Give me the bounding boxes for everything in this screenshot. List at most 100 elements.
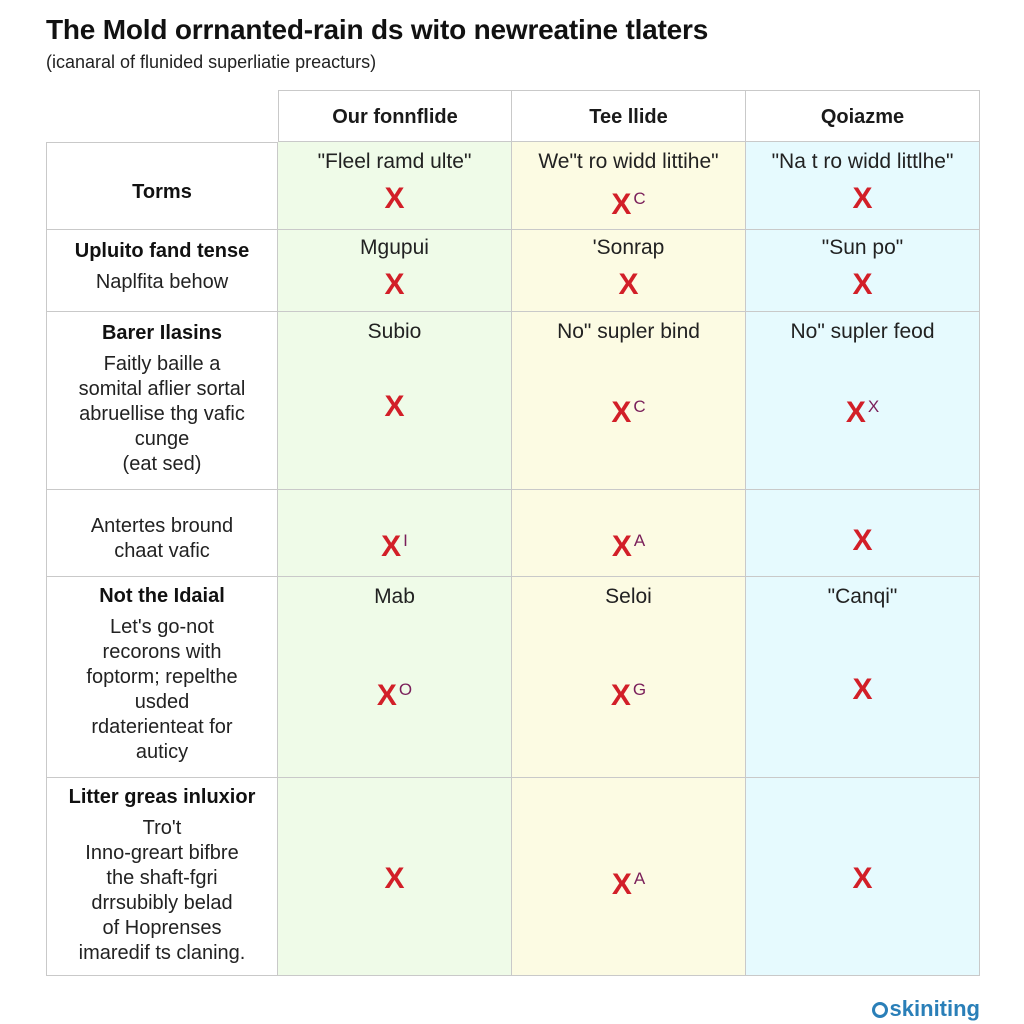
table-cell: X [746, 778, 980, 976]
x-mark-symbol: X [610, 679, 631, 712]
brand-logo: skiniting [871, 996, 980, 1022]
row-label-cell: Upluito fand tense Naplfita behow [46, 230, 278, 312]
cell-value-text: No" supler feod [790, 320, 935, 343]
row-description-line: Tro't [142, 817, 182, 839]
x-mark-symbol: X [852, 182, 873, 215]
row-description-line: usded [134, 691, 190, 713]
x-mark-superscript: A [633, 531, 646, 550]
row-description-line: imaredif ts claning. [78, 942, 246, 964]
row-description-line: cunge [134, 428, 190, 450]
x-mark: X [278, 392, 511, 422]
x-mark-symbol: X [852, 268, 873, 301]
row-label-cell: Not the Idaial Let's go-not recorons with f… [46, 577, 278, 778]
column-header-label: Our fonnflide [332, 106, 458, 128]
column-header-label: Tee llide [589, 106, 668, 128]
cell-value-text: "Sun po" [821, 236, 904, 259]
x-mark: X [278, 270, 511, 300]
x-mark-superscript: A [633, 869, 646, 888]
table-cell: X [278, 778, 512, 976]
cell-value-text: 'Sonrap [592, 236, 665, 259]
column-header: Qoiazme [746, 90, 980, 142]
x-mark: X [746, 675, 979, 705]
row-description-line: the shaft-fgri [106, 867, 218, 889]
x-mark-symbol: X [852, 673, 873, 706]
x-mark: X [278, 864, 511, 894]
x-mark-superscript: C [633, 397, 646, 416]
table-cell: X [746, 490, 980, 577]
x-mark-superscript: C [633, 189, 646, 208]
cell-value-text: "Na t ro widd littlhe" [771, 150, 954, 173]
x-mark: X [512, 270, 745, 300]
column-header: Our fonnflide [278, 90, 512, 142]
x-mark-superscript: O [398, 680, 413, 699]
x-mark-symbol: X [611, 530, 632, 563]
x-mark-symbol: X [384, 862, 405, 895]
row-title: Litter greas inluxior [68, 786, 256, 808]
row-description-line: of Hoprenses [102, 917, 222, 939]
cell-value-text: "Fleel ramd ulte" [317, 150, 472, 173]
row-description-line: rdaterienteat for [91, 716, 233, 738]
comparison-table: Our fonnflide Tee llide Qoiazme Torms "Fleel… [46, 90, 982, 976]
cell-value-text: We"t ro widd littihe" [538, 150, 719, 173]
column-header-label: Qoiazme [820, 106, 905, 128]
x-mark-symbol: X [611, 868, 632, 901]
x-mark-symbol: X [852, 862, 873, 895]
table-cell: Mab X O [278, 577, 512, 778]
x-mark-symbol: X [384, 390, 405, 423]
table-cell: Seloi X G [512, 577, 746, 778]
row-label-cell: Torms [46, 142, 278, 230]
cell-value-text: Seloi [605, 585, 652, 608]
row-description-line: chaat vafic [114, 540, 210, 562]
column-header: Tee llide [512, 90, 746, 142]
cell-value-text: Subio [367, 320, 422, 343]
page-title: The Mold orrnanted-rain ds wito newreati… [46, 14, 709, 45]
x-mark: X [746, 270, 979, 300]
table-cell: "Fleel ramd ulte" X [278, 142, 512, 230]
x-mark: X [746, 526, 979, 556]
table-cell: 'Sonrap X [512, 230, 746, 312]
x-mark-symbol: X [381, 530, 402, 563]
x-mark-symbol: X [611, 396, 632, 429]
row-title: Barer Ilasins [101, 322, 223, 344]
x-mark-superscript: I [403, 531, 408, 550]
row-description-line: foptorm; repelthe [86, 666, 238, 688]
table-cell: We"t ro widd littihe" X C [512, 142, 746, 230]
table-cell: No" supler bind X C [512, 312, 746, 490]
row-description-line: drrsubibly belad [91, 892, 233, 914]
row-description-line: auticy [135, 741, 189, 763]
x-mark-symbol: X [845, 396, 866, 429]
x-mark-superscript: G [632, 680, 647, 699]
table-cell: Subio X [278, 312, 512, 490]
row-description-line: Inno-greart bifbre [85, 842, 239, 864]
x-mark: X [746, 864, 979, 894]
row-description-line: Naplfita behow [95, 271, 229, 293]
x-mark: X [746, 184, 979, 214]
row-description-line: (eat sed) [122, 453, 202, 475]
row-label-cell: Antertes bround chaat vafic [46, 490, 278, 577]
x-mark-symbol: X [376, 679, 397, 712]
brand-name: skiniting [889, 996, 980, 1021]
table-cell: "Canqi" X [746, 577, 980, 778]
brand-icon [871, 1002, 888, 1018]
x-mark-symbol: X [852, 524, 873, 557]
x-mark-superscript: X [867, 397, 880, 416]
cell-value-text: Mgupui [360, 236, 429, 259]
table-cell: "Na t ro widd littlhe" X [746, 142, 980, 230]
row-description-line: somital aflier sortal [78, 378, 246, 400]
row-description-line: abruellise thg vafic [79, 403, 245, 425]
row-title: Upluito fand tense [74, 240, 250, 262]
table-cell: "Sun po" X [746, 230, 980, 312]
x-mark-symbol: X [384, 182, 405, 215]
cell-value-text: "Canqi" [827, 585, 898, 608]
row-description-line: Antertes bround [90, 515, 234, 537]
cell-value-text: Mab [374, 585, 415, 608]
